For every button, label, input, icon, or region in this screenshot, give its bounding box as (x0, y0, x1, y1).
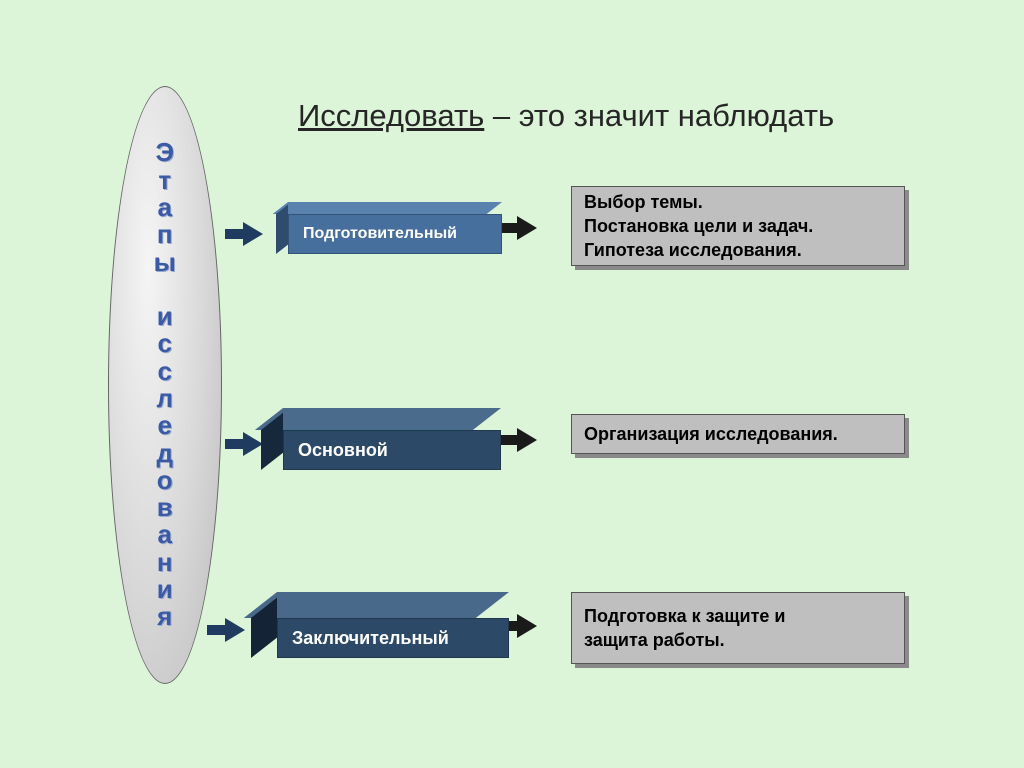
arrow-1 (225, 222, 263, 246)
desc-box-1: Выбор темы. Постановка цели и задач. Гип… (571, 186, 905, 266)
desc-box-3: Подготовка к защите и защита работы. (571, 592, 905, 664)
arrow-3 (225, 432, 263, 456)
desc-box-2: Организация исследования. (571, 414, 905, 454)
diagram-title: Исследовать – это значит наблюдать (298, 98, 834, 134)
desc-3-line-2: защита работы. (584, 628, 892, 652)
desc-1-line-1: Выбор темы. (584, 190, 892, 214)
arrow-2 (497, 216, 537, 240)
desc-1-line-3: Гипотеза исследования. (584, 238, 892, 262)
stage-label-3: Заключительный (292, 628, 449, 649)
stage-label-1: Подготовительный (303, 225, 457, 243)
title-rest: – это значит наблюдать (484, 98, 834, 133)
desc-2-line-1: Организация исследования. (584, 422, 892, 446)
diagram-canvas: Исследовать – это значит наблюдать Э т а… (0, 0, 1024, 768)
stage-label-2: Основной (298, 440, 388, 461)
arrow-4 (497, 428, 537, 452)
desc-1-line-2: Постановка цели и задач. (584, 214, 892, 238)
arrow-5 (207, 618, 245, 642)
title-underlined: Исследовать (298, 98, 484, 133)
ellipse-vertical-text: Э т а п ы и с с л е д о в а н и я (154, 139, 177, 630)
stages-ellipse: Э т а п ы и с с л е д о в а н и я (108, 86, 222, 684)
desc-3-line-1: Подготовка к защите и (584, 604, 892, 628)
